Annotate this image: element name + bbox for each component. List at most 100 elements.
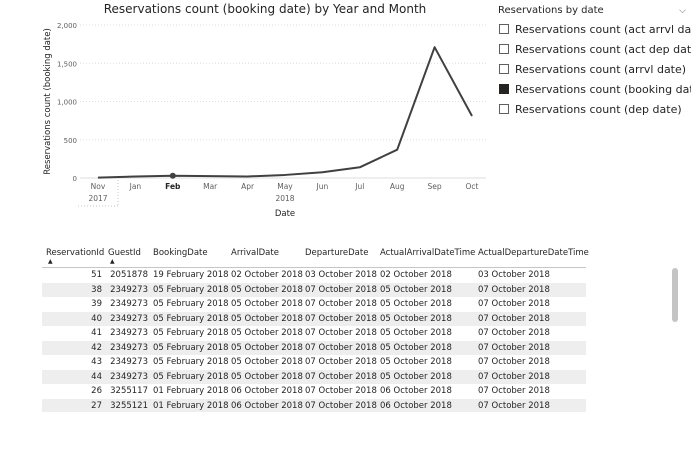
legend-item[interactable]: Reservations count (act dep date) [499, 41, 691, 57]
table-cell: 05 October 2018 [231, 313, 303, 324]
table-cell: 43 [91, 357, 102, 367]
checkbox-checked[interactable] [499, 84, 509, 94]
table-cell: 05 October 2018 [231, 299, 303, 309]
legend-item-label: Reservations count (dep date) [515, 102, 682, 116]
table-cell: 06 October 2018 [380, 386, 452, 396]
chevron-down-icon[interactable]: ⌵ [679, 6, 686, 16]
table-cell: 07 October 2018 [478, 328, 550, 338]
table-cell: 05 February 2018 [153, 342, 229, 353]
table-cell: 07 October 2018 [305, 386, 377, 396]
table-cell: 07 October 2018 [305, 371, 377, 382]
table-cell: 27 [91, 400, 102, 411]
y-tick-label: 2,000 [57, 22, 77, 30]
table-cell: 05 October 2018 [380, 284, 452, 295]
table-cell: 07 October 2018 [305, 284, 377, 295]
x-tick-label: Oct [466, 182, 479, 191]
column-header[interactable]: ActualArrivalDateTime [380, 248, 476, 258]
table-row[interactable]: 43 2349273 05 February 2018 05 October 2018… [42, 355, 586, 370]
table-row[interactable]: 38 2349273 05 February 2018 05 October 2018… [42, 282, 586, 297]
table-row[interactable]: 40 2349273 05 February 2018 05 October 2018… [42, 311, 586, 326]
table-cell: 05 October 2018 [231, 342, 303, 353]
table-row[interactable]: 41 2349273 05 February 2018 05 October 2018… [42, 326, 586, 341]
table-cell: 06 October 2018 [380, 400, 452, 411]
table-cell: 2349273 [110, 357, 148, 367]
table-cell: 07 October 2018 [478, 313, 550, 324]
column-header[interactable]: DepartureDate [305, 248, 369, 258]
table-cell: 05 February 2018 [153, 313, 229, 324]
table-cell: 42 [91, 342, 102, 353]
table-cell: 07 October 2018 [478, 371, 550, 382]
y-tick-label: 1,500 [57, 60, 77, 68]
table-cell: 05 February 2018 [153, 371, 229, 382]
x-tick-label: Jun [316, 182, 329, 191]
table-row[interactable]: 39 2349273 05 February 2018 05 October 2018… [42, 297, 586, 312]
x-tick-label: Sep [428, 182, 442, 191]
table-cell: 07 October 2018 [305, 357, 377, 367]
x-tick-label: Feb [165, 182, 181, 191]
legend-item-label: Reservations count (booking date) [515, 82, 691, 96]
table-header-divider [42, 267, 586, 268]
table-cell: 44 [91, 371, 102, 382]
data-point-marker [169, 172, 176, 179]
table-cell: 07 October 2018 [478, 357, 550, 367]
table-cell: 38 [91, 284, 102, 295]
table-cell: 02 October 2018 [231, 270, 303, 280]
line-chart-visual: Reservations count (booking date) by Yea… [0, 0, 490, 228]
y-axis-title: Reservations count (booking date) [43, 28, 53, 175]
column-header[interactable]: GuestId [108, 248, 141, 258]
legend-item-label: Reservations count (arrvl date) [515, 62, 687, 76]
reservations-table: ReservationId ▲ GuestId ▲ BookingDate Arrival… [42, 244, 602, 412]
y-tick-label: 500 [64, 137, 77, 145]
column-header[interactable]: ArrivalDate [231, 248, 279, 258]
x-tick-label: Mar [203, 182, 218, 191]
table-cell: 07 October 2018 [305, 328, 377, 338]
table-row[interactable]: 42 2349273 05 February 2018 05 October 2018… [42, 340, 586, 355]
table-row[interactable]: 27 3255121 01 February 2018 06 October 2018… [42, 398, 586, 412]
checkbox-unchecked[interactable] [499, 104, 509, 114]
table-cell: 05 October 2018 [380, 357, 452, 367]
checkbox-unchecked[interactable] [499, 24, 509, 34]
table-cell: 07 October 2018 [305, 400, 377, 411]
x-tick-label: Jul [354, 182, 364, 191]
table-cell: 01 February 2018 [153, 386, 229, 396]
table-cell: 05 February 2018 [153, 328, 229, 338]
x-tick-label: Nov [91, 182, 106, 191]
legend-item[interactable]: Reservations count (booking date) [499, 81, 691, 97]
table-cell: 07 October 2018 [478, 284, 550, 295]
table-cell: 05 February 2018 [153, 357, 229, 367]
table-cell: 05 October 2018 [231, 328, 303, 338]
table-scrollbar[interactable] [672, 268, 678, 322]
table-row[interactable]: 44 2349273 05 February 2018 05 October 2018… [42, 369, 586, 384]
column-header[interactable]: ReservationId [46, 248, 105, 258]
table-cell: 2349273 [110, 284, 148, 295]
checkbox-unchecked[interactable] [499, 44, 509, 54]
table-cell: 01 February 2018 [153, 400, 229, 411]
table-row[interactable]: 51 2051878 19 February 2018 02 October 2018… [42, 268, 586, 283]
table-cell: 05 October 2018 [380, 313, 452, 324]
legend-slicer: Reservations by date ⌵ Reservations coun… [498, 4, 691, 116]
column-header[interactable]: ActualDepartureDateTime [478, 248, 589, 258]
table-row[interactable]: 26 3255117 01 February 2018 06 October 2018… [42, 384, 586, 399]
y-tick-label: 0 [73, 175, 77, 183]
x-year-label: 2018 [275, 194, 294, 203]
table-cell: 05 October 2018 [380, 328, 452, 338]
table-cell: 06 October 2018 [231, 400, 303, 411]
table-cell: 19 February 2018 [153, 270, 229, 280]
table-cell: 07 October 2018 [478, 400, 550, 411]
checkbox-unchecked[interactable] [499, 64, 509, 74]
table-cell: 05 October 2018 [231, 371, 303, 382]
table-cell: 05 February 2018 [153, 299, 229, 309]
table-cell: 2051878 [110, 270, 148, 280]
table-cell: 05 October 2018 [380, 371, 452, 382]
legend-item[interactable]: Reservations count (arrvl date) [499, 61, 686, 77]
table-cell: 07 October 2018 [478, 342, 550, 353]
legend-item[interactable]: Reservations count (dep date) [499, 101, 682, 117]
legend-item[interactable]: Reservations count (act arrvl date) [499, 21, 691, 37]
table-cell: 51 [91, 270, 102, 280]
line-chart: 0 500 1,000 1,500 2,000 Reservations count (b… [43, 22, 486, 219]
table-header: ReservationId ▲ GuestId ▲ BookingDate Arrival… [42, 244, 602, 270]
table-cell: 07 October 2018 [478, 386, 550, 396]
table-cell: 2349273 [110, 299, 148, 309]
column-header[interactable]: BookingDate [153, 248, 208, 258]
table-cell: 06 October 2018 [231, 386, 303, 396]
